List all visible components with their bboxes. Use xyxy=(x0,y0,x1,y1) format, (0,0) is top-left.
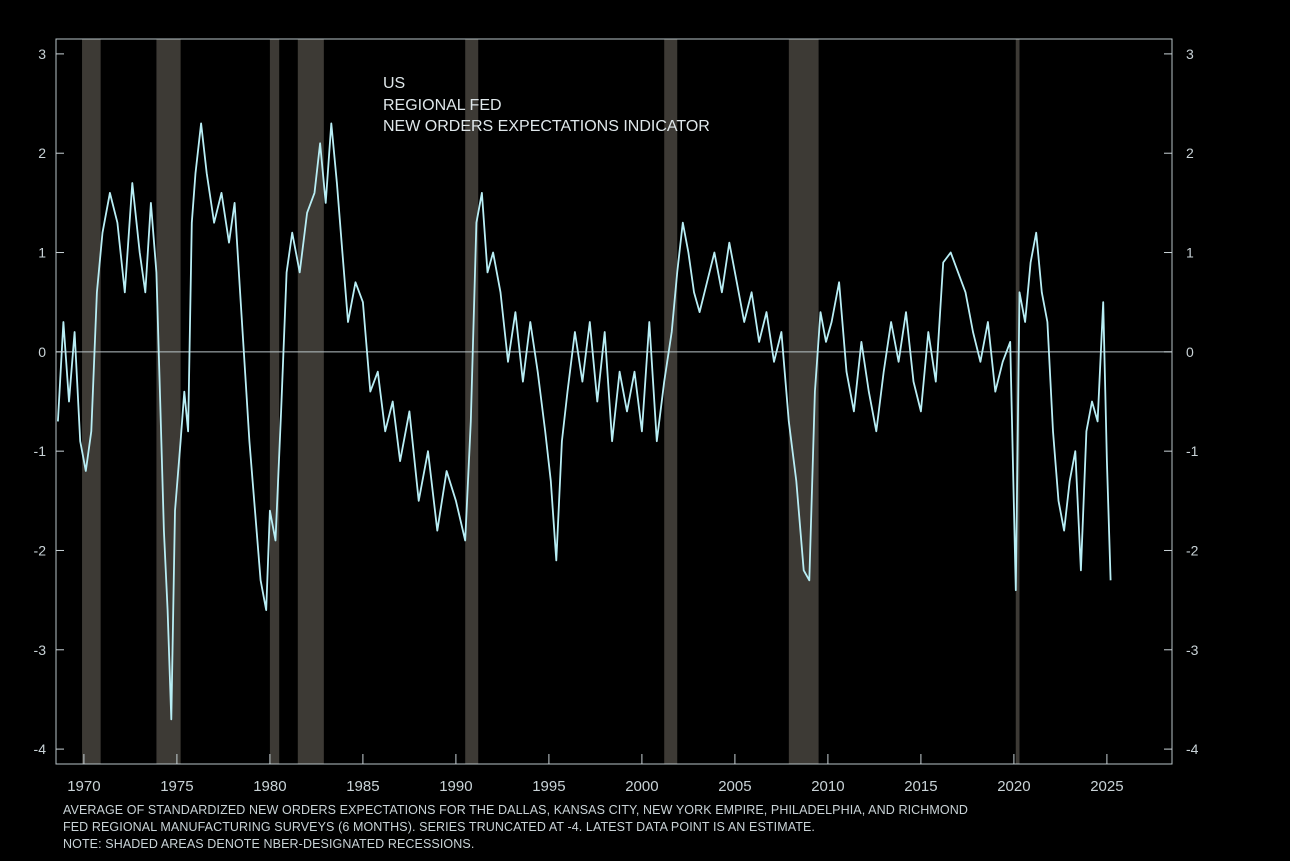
y-tick-label-right: -2 xyxy=(1186,542,1199,558)
y-tick-label-right: -3 xyxy=(1186,642,1199,658)
x-tick-label: 2010 xyxy=(811,778,844,795)
x-tick-label: 2015 xyxy=(904,778,937,795)
x-tick-label: 1980 xyxy=(253,778,286,795)
y-tick-label-right: 2 xyxy=(1186,145,1194,161)
footnote-line-1: AVERAGE OF STANDARDIZED NEW ORDERS EXPEC… xyxy=(63,803,968,817)
y-tick-label-right: -1 xyxy=(1186,443,1199,459)
title-line-2: REGIONAL FED xyxy=(383,97,502,114)
series-line-0 xyxy=(57,122,1112,721)
axes: 3 3 2 2 1 1 0 0 -1 -1 -2 -2 -3 -3 -4 -4 1970 1975 1980 1985… xyxy=(34,46,1199,795)
series-layer xyxy=(57,122,1112,721)
recession-bands xyxy=(82,39,1020,764)
x-tick-label: 1990 xyxy=(439,778,472,795)
recession-band-2 xyxy=(269,39,280,764)
y-tick-label-right: 3 xyxy=(1186,46,1194,62)
y-tick-label-left: -4 xyxy=(34,741,47,757)
recession-band-5 xyxy=(664,39,678,764)
title-line-1: US xyxy=(383,75,405,92)
x-tick-label: 2025 xyxy=(1090,778,1123,795)
footnote-line-2: FED REGIONAL MANUFACTURING SURVEYS (6 MO… xyxy=(63,820,815,834)
recession-band-3 xyxy=(297,39,324,764)
x-tick-label: 2000 xyxy=(625,778,658,795)
x-tick-label: 2020 xyxy=(997,778,1030,795)
plot-frame xyxy=(55,38,1173,765)
x-tick-label: 1970 xyxy=(67,778,100,795)
recession-band-6 xyxy=(788,39,819,764)
x-tick-label: 2005 xyxy=(718,778,751,795)
chart-title: US REGIONAL FED NEW ORDERS EXPECTATIONS … xyxy=(383,75,710,135)
y-tick-label-right: 0 xyxy=(1186,344,1194,360)
y-tick-label-left: -1 xyxy=(34,443,47,459)
y-tick-label-left: 0 xyxy=(38,344,46,360)
y-tick-label-left: 3 xyxy=(38,46,46,62)
y-tick-label-left: 2 xyxy=(38,145,46,161)
y-tick-label-left: 1 xyxy=(38,245,46,261)
y-tick-label-left: -3 xyxy=(34,642,47,658)
footnote: AVERAGE OF STANDARDIZED NEW ORDERS EXPEC… xyxy=(63,802,1263,853)
x-tick-label: 1985 xyxy=(346,778,379,795)
x-tick-label: 1975 xyxy=(160,778,193,795)
title-line-3: NEW ORDERS EXPECTATIONS INDICATOR xyxy=(383,118,710,135)
y-tick-label-left: -2 xyxy=(34,542,47,558)
y-tick-label-right: -4 xyxy=(1186,741,1199,757)
x-tick-label: 1995 xyxy=(532,778,565,795)
footnote-line-3: NOTE: SHADED AREAS DENOTE NBER-DESIGNATE… xyxy=(63,837,475,851)
y-tick-label-right: 1 xyxy=(1186,245,1194,261)
recession-band-0 xyxy=(82,39,101,764)
